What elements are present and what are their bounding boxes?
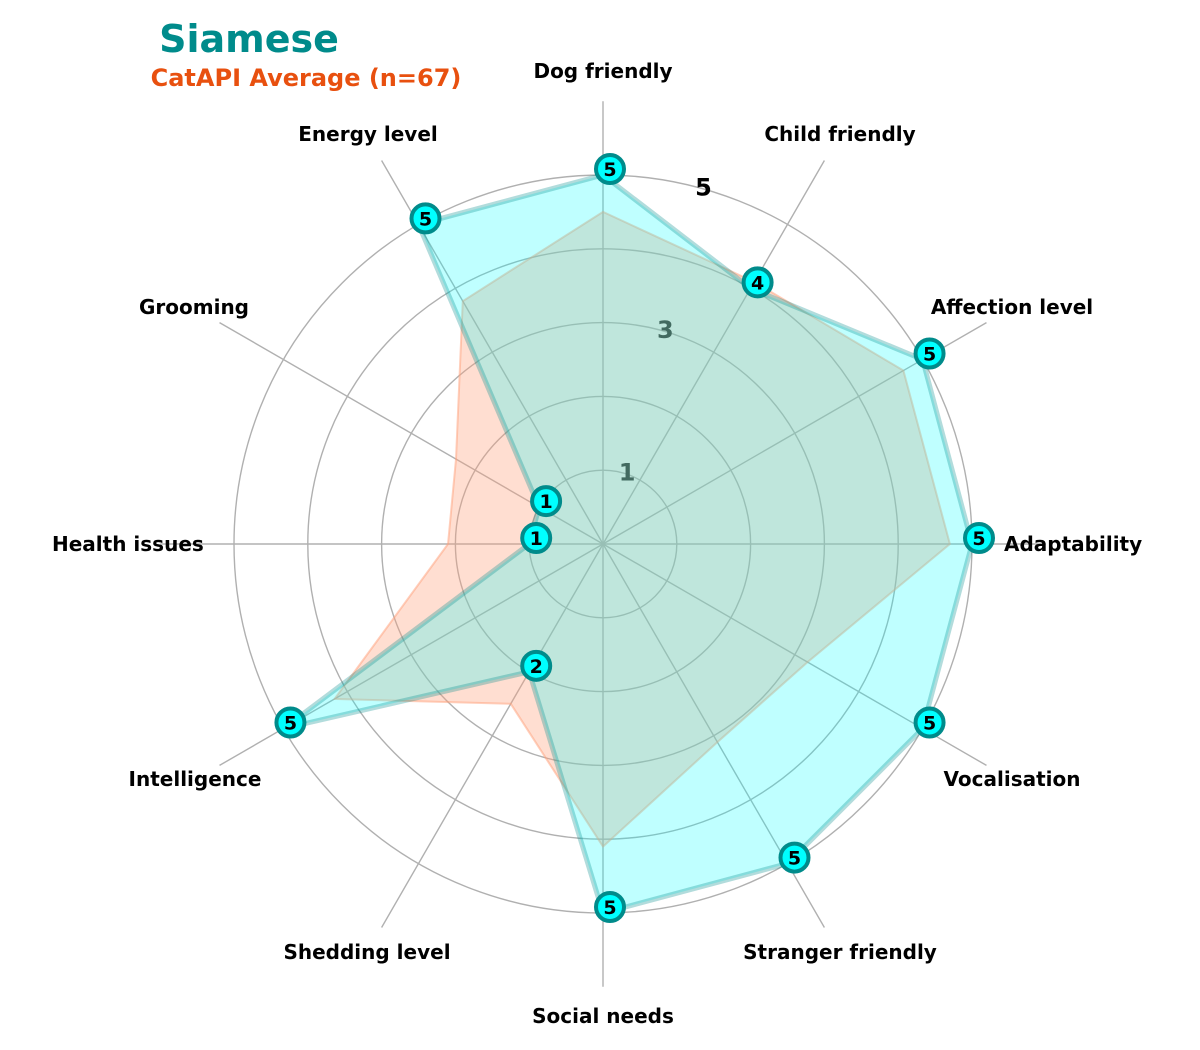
data-marker — [963, 522, 995, 554]
data-marker — [913, 706, 946, 739]
chart-title: Siamese — [159, 17, 339, 61]
chart-subtitle: CatAPI Average (n=67) — [151, 64, 462, 92]
spoke-child-friendly — [602, 160, 826, 545]
axis-label-child-friendly: Child friendly — [764, 122, 915, 146]
data-marker — [741, 266, 774, 299]
data-marker — [778, 841, 811, 874]
data-label: 5 — [788, 848, 801, 870]
data-marker — [520, 522, 553, 554]
data-label: 5 — [603, 897, 616, 919]
axis-label-affection-level: Affection level — [931, 295, 1093, 319]
data-label: 1 — [539, 491, 552, 513]
axis-label-grooming: Grooming — [139, 295, 249, 319]
axis-label-intelligence: Intelligence — [129, 767, 262, 791]
data-point-grooming: 1 — [530, 485, 563, 518]
axis-label-dog-friendly: Dog friendly — [533, 59, 672, 83]
data-label: 2 — [530, 656, 543, 678]
axis-label-vocalisation: Vocalisation — [944, 767, 1081, 791]
data-markers: 5 5 4 5 5 1 1 5 2 5 5 5 — [274, 153, 995, 923]
data-point-intelligence: 5 — [274, 706, 307, 739]
axis-label-energy-level: Energy level — [298, 122, 438, 146]
spoke-shedding-level — [380, 543, 604, 928]
data-marker — [530, 485, 563, 518]
data-point-child-friendly: 4 — [741, 266, 774, 299]
axis-label-adaptability: Adaptability — [1004, 532, 1142, 556]
data-point-energy-level: 5 — [409, 202, 442, 235]
data-point-adaptability: 5 — [963, 522, 995, 554]
data-label: 1 — [530, 528, 543, 550]
data-point-health-issues: 1 — [520, 522, 553, 554]
data-marker — [274, 706, 307, 739]
data-label: 5 — [419, 208, 432, 230]
axis-label-social-needs: Social needs — [532, 1004, 674, 1028]
data-point-dog-friendly: 5 — [594, 153, 626, 185]
data-label: 5 — [923, 713, 936, 735]
data-marker — [409, 202, 442, 235]
data-label: 5 — [603, 159, 616, 181]
axis-label-stranger-friendly: Stranger friendly — [743, 940, 937, 964]
ring-tick-label: 5 — [695, 174, 712, 202]
data-marker — [913, 337, 946, 370]
data-label: 5 — [284, 713, 297, 735]
axis-label-health-issues: Health issues — [52, 532, 204, 556]
ring-tick-label: 1 — [619, 459, 636, 487]
data-marker — [594, 891, 626, 923]
data-marker — [520, 649, 553, 682]
axis-labels: Adaptability Affection level Child friendl… — [52, 59, 1142, 1028]
data-point-social-needs: 5 — [594, 891, 626, 923]
data-point-vocalisation: 5 — [913, 706, 946, 739]
data-marker — [594, 153, 626, 185]
data-point-stranger-friendly: 5 — [778, 841, 811, 874]
ring-tick-label: 3 — [657, 316, 674, 344]
data-label: 4 — [751, 272, 764, 294]
data-label: 5 — [972, 528, 985, 550]
data-label: 5 — [923, 344, 936, 366]
axis-label-shedding-level: Shedding level — [283, 940, 450, 964]
data-point-affection-level: 5 — [913, 337, 946, 370]
data-point-shedding-level: 2 — [520, 649, 553, 682]
